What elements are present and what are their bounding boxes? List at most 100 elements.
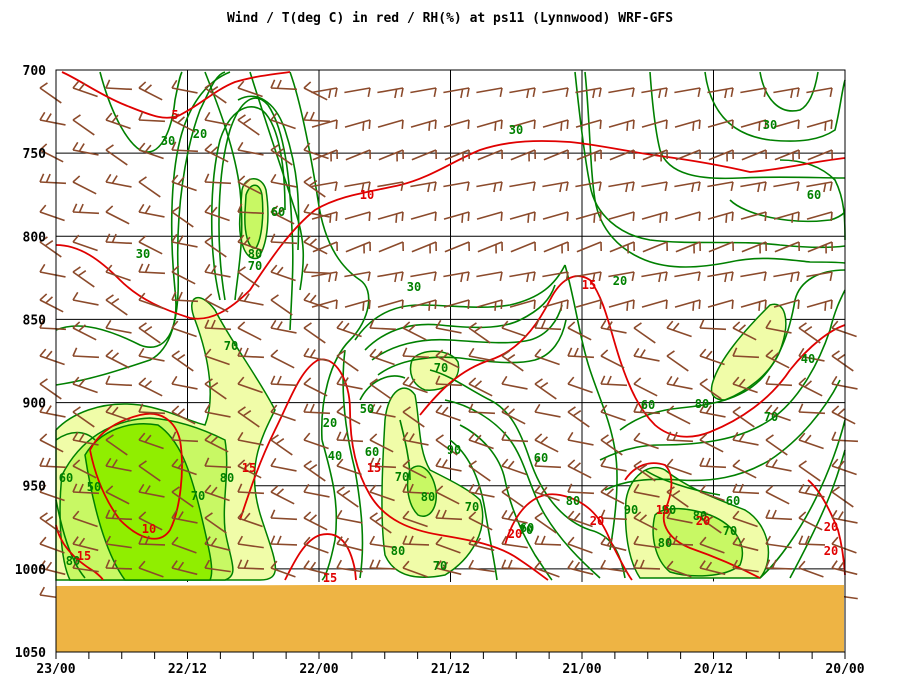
wind-barb bbox=[378, 241, 404, 253]
wind-barb bbox=[204, 319, 232, 331]
wind-barb bbox=[171, 350, 194, 372]
wind-barb bbox=[732, 406, 755, 428]
rh-contour-label: 90 bbox=[447, 443, 461, 457]
x-tick-label: 20/00 bbox=[825, 662, 864, 677]
wind-barb bbox=[402, 431, 429, 446]
wind-barb bbox=[501, 320, 527, 338]
wind-barb bbox=[576, 149, 602, 162]
wind-barb bbox=[311, 181, 338, 191]
rh-contour-label: 50 bbox=[87, 480, 101, 494]
wind-barb bbox=[600, 485, 625, 505]
wind-barb bbox=[411, 149, 437, 161]
wind-barb bbox=[204, 484, 230, 502]
ground-below-surface bbox=[56, 585, 844, 652]
wind-barb bbox=[39, 457, 67, 469]
rh-contour-label: 60 bbox=[520, 521, 534, 535]
rh-contour-label: 30 bbox=[763, 118, 777, 132]
wind-barb bbox=[435, 349, 460, 369]
wind-barb bbox=[39, 319, 67, 331]
wind-barb bbox=[740, 119, 767, 131]
wind-barb bbox=[773, 119, 800, 130]
rh-fill-regions bbox=[55, 178, 787, 581]
plot-frame bbox=[55, 69, 846, 653]
wind-barb bbox=[138, 535, 166, 546]
wind-barb bbox=[171, 206, 194, 228]
wind-barb bbox=[303, 111, 331, 123]
wind-barb bbox=[600, 434, 623, 456]
wind-barb bbox=[666, 350, 689, 372]
wind-barb bbox=[468, 432, 494, 450]
wind-barb bbox=[303, 322, 326, 344]
wind-barb bbox=[567, 347, 595, 359]
rh-contour-label: 60 bbox=[807, 188, 821, 202]
wind-barb bbox=[798, 535, 826, 546]
rh-contour-label: 30 bbox=[509, 123, 523, 137]
wind-barb bbox=[435, 509, 463, 521]
wind-barb bbox=[567, 536, 593, 554]
wind-barb bbox=[534, 403, 561, 418]
wind-barb bbox=[542, 211, 569, 222]
x-tick-label: 21/00 bbox=[562, 662, 601, 677]
wind-barb bbox=[369, 457, 397, 469]
wind-barb bbox=[270, 509, 298, 521]
rh-contour-label: 80 bbox=[248, 247, 262, 261]
wind-barb bbox=[303, 536, 329, 554]
wind-barb bbox=[765, 559, 793, 570]
t-15-mid bbox=[239, 358, 549, 581]
wind-barb bbox=[699, 403, 726, 418]
wind-barb bbox=[336, 375, 363, 390]
wind-barb bbox=[270, 535, 298, 546]
rh-contour-label: 70 bbox=[191, 489, 205, 503]
wind-barb bbox=[642, 149, 668, 162]
wind-barb bbox=[402, 376, 428, 394]
wind-barb bbox=[773, 181, 800, 191]
wind-barb bbox=[807, 241, 833, 254]
wind-barb bbox=[468, 559, 495, 573]
wind-barb bbox=[798, 560, 824, 578]
wind-barb bbox=[402, 510, 428, 528]
wind-barb bbox=[336, 486, 359, 508]
wind-barb bbox=[444, 149, 470, 162]
wind-barb bbox=[72, 510, 98, 528]
wind-barb bbox=[336, 431, 364, 443]
wind-barb bbox=[105, 375, 133, 387]
wind-barb bbox=[798, 432, 824, 450]
wind-barb bbox=[567, 376, 593, 394]
wind-barb bbox=[831, 458, 857, 476]
wind-barb bbox=[567, 560, 594, 576]
wind-barb bbox=[576, 241, 602, 253]
wind-barb bbox=[237, 141, 264, 156]
wind-barb bbox=[831, 536, 857, 554]
x-tick-label: 20/12 bbox=[694, 662, 733, 677]
wind-barb bbox=[369, 348, 395, 366]
wind-barb bbox=[138, 511, 163, 531]
wind-barb bbox=[542, 271, 569, 281]
wind-barb bbox=[344, 299, 371, 311]
wind-barb bbox=[410, 181, 437, 193]
wind-barb bbox=[443, 119, 470, 130]
wind-barb bbox=[171, 233, 198, 248]
wind-barb bbox=[699, 560, 726, 576]
wind-barb bbox=[443, 181, 470, 191]
wind-barb bbox=[765, 457, 792, 472]
t-20-a bbox=[284, 533, 357, 581]
wind-barb bbox=[666, 509, 693, 524]
wind-barb bbox=[732, 431, 759, 446]
wind-barb bbox=[336, 320, 362, 338]
rh-fill-right-70b bbox=[710, 303, 787, 401]
wind-barb bbox=[39, 348, 65, 366]
wind-barb bbox=[666, 431, 694, 443]
rh-contour-label: 70 bbox=[224, 339, 238, 353]
wind-barb bbox=[138, 142, 164, 160]
wind-barb bbox=[311, 211, 338, 223]
wind-barb bbox=[138, 403, 166, 415]
wind-barb bbox=[72, 175, 97, 195]
wind-barb bbox=[534, 378, 557, 400]
wind-barb bbox=[369, 535, 396, 549]
wind-barb bbox=[642, 241, 668, 253]
wind-barb bbox=[468, 460, 491, 482]
wind-barb bbox=[105, 434, 128, 456]
temperature-contour-label: 15 bbox=[242, 461, 256, 475]
wind-barb bbox=[732, 510, 758, 528]
wind-barb bbox=[501, 509, 528, 524]
